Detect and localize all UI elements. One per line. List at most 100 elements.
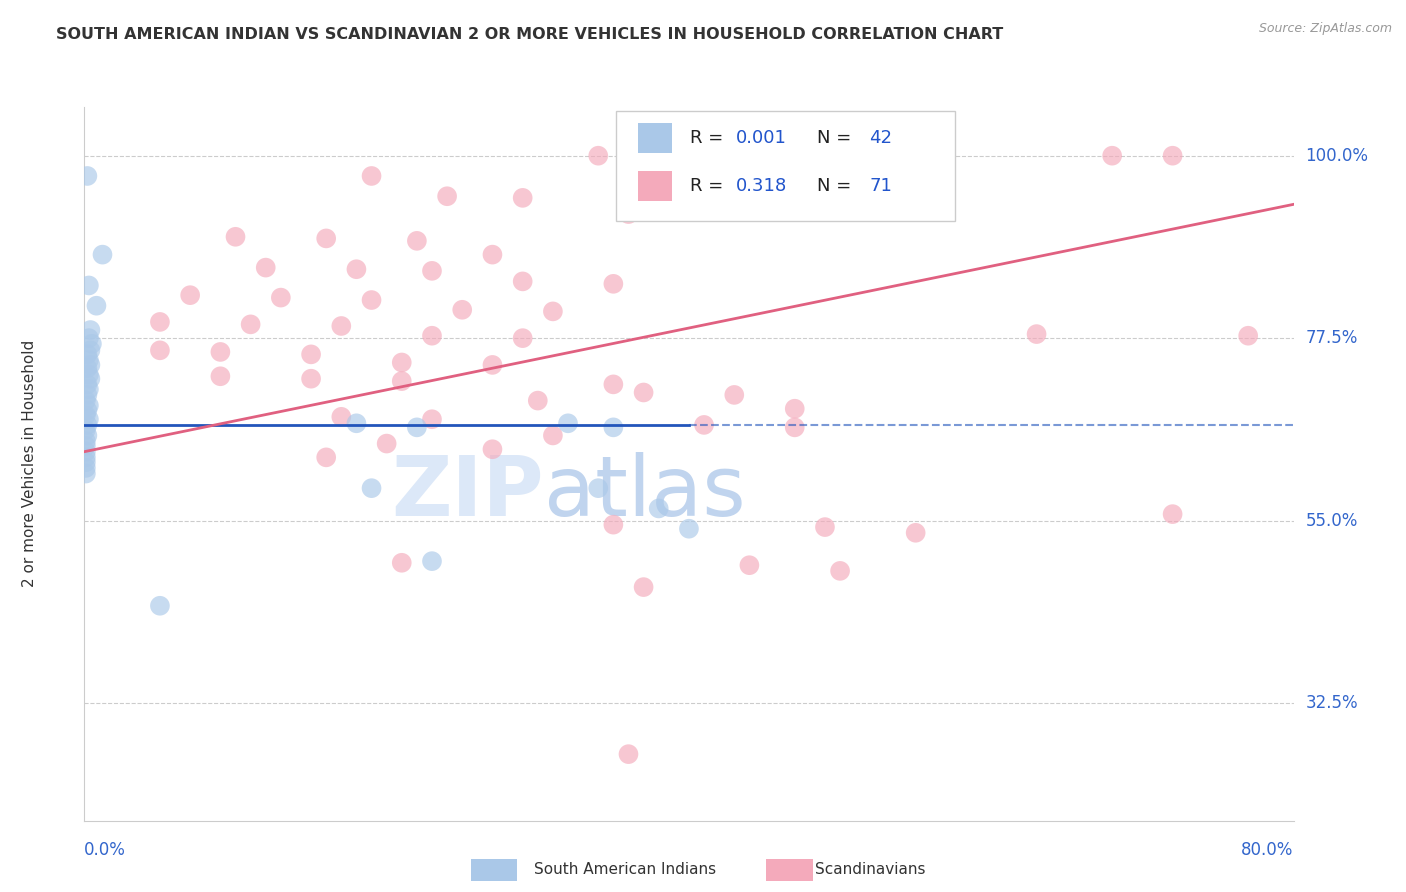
- Text: ZIP: ZIP: [391, 452, 544, 533]
- Point: [406, 234, 429, 248]
- Point: [77, 382, 100, 396]
- Point: [481, 247, 503, 261]
- Point: [814, 520, 837, 534]
- Point: [420, 412, 443, 426]
- Point: [76, 403, 98, 417]
- Point: [80, 336, 103, 351]
- Point: [209, 369, 232, 384]
- Text: 0.0%: 0.0%: [84, 841, 127, 859]
- Point: [602, 377, 624, 392]
- Text: N =: N =: [817, 128, 858, 146]
- Point: [360, 293, 382, 307]
- Point: [79, 343, 101, 358]
- Point: [75, 444, 97, 458]
- Point: [76, 361, 98, 376]
- Point: [875, 149, 897, 163]
- Point: [633, 385, 655, 400]
- Point: [633, 580, 655, 594]
- Text: 77.5%: 77.5%: [1306, 329, 1358, 347]
- Point: [617, 747, 640, 761]
- Text: 80.0%: 80.0%: [1241, 841, 1294, 859]
- Point: [783, 401, 806, 416]
- Point: [1161, 149, 1184, 163]
- Point: [76, 377, 98, 392]
- Point: [678, 522, 700, 536]
- Text: N =: N =: [817, 177, 858, 194]
- Point: [77, 331, 100, 345]
- Point: [75, 467, 97, 481]
- Text: 0.318: 0.318: [737, 177, 787, 194]
- Text: SOUTH AMERICAN INDIAN VS SCANDINAVIAN 2 OR MORE VEHICLES IN HOUSEHOLD CORRELATIO: SOUTH AMERICAN INDIAN VS SCANDINAVIAN 2 …: [56, 27, 1004, 42]
- Text: 2 or more Vehicles in Household: 2 or more Vehicles in Household: [22, 340, 38, 588]
- Text: 32.5%: 32.5%: [1306, 694, 1358, 712]
- Point: [79, 358, 101, 372]
- FancyBboxPatch shape: [638, 123, 672, 153]
- Text: Scandinavians: Scandinavians: [815, 863, 927, 877]
- Point: [512, 191, 534, 205]
- Point: [76, 428, 98, 442]
- Point: [149, 343, 172, 358]
- Text: 71: 71: [869, 177, 891, 194]
- Point: [1237, 328, 1260, 343]
- Point: [783, 420, 806, 434]
- Point: [588, 149, 610, 163]
- Point: [91, 247, 114, 261]
- Point: [239, 318, 262, 332]
- Point: [77, 412, 100, 426]
- FancyBboxPatch shape: [616, 111, 955, 221]
- Point: [436, 189, 458, 203]
- Point: [602, 277, 624, 291]
- Point: [481, 442, 503, 457]
- Point: [315, 450, 337, 465]
- Point: [346, 417, 368, 431]
- Point: [149, 315, 172, 329]
- Point: [75, 408, 97, 422]
- Point: [75, 434, 97, 449]
- Point: [75, 450, 97, 465]
- Point: [315, 231, 337, 245]
- Point: [738, 558, 761, 573]
- Point: [391, 556, 413, 570]
- Point: [330, 318, 353, 333]
- Text: 0.001: 0.001: [737, 128, 787, 146]
- Point: [79, 372, 101, 386]
- Point: [647, 501, 671, 516]
- Point: [1161, 507, 1184, 521]
- Point: [225, 229, 247, 244]
- Point: [75, 455, 97, 469]
- Text: 100.0%: 100.0%: [1306, 146, 1368, 165]
- Point: [830, 564, 852, 578]
- Point: [617, 207, 640, 221]
- Text: atlas: atlas: [544, 452, 745, 533]
- Point: [346, 262, 368, 277]
- Point: [77, 278, 100, 293]
- Point: [75, 461, 97, 475]
- Text: 55.0%: 55.0%: [1306, 512, 1358, 530]
- Point: [512, 331, 534, 345]
- Point: [1101, 149, 1123, 163]
- Point: [299, 372, 322, 386]
- Point: [209, 345, 232, 359]
- Point: [406, 420, 429, 434]
- Point: [420, 264, 443, 278]
- Point: [76, 417, 98, 432]
- Point: [375, 436, 398, 450]
- Point: [481, 358, 503, 372]
- Point: [75, 439, 97, 453]
- Point: [79, 323, 101, 337]
- Point: [299, 347, 322, 361]
- Point: [391, 374, 413, 388]
- Point: [602, 517, 624, 532]
- Point: [420, 554, 443, 568]
- Text: 42: 42: [869, 128, 891, 146]
- Point: [723, 388, 745, 402]
- Point: [602, 420, 624, 434]
- Point: [391, 355, 413, 369]
- Point: [420, 328, 443, 343]
- Point: [451, 302, 474, 317]
- Point: [512, 274, 534, 288]
- Text: R =: R =: [690, 128, 730, 146]
- Point: [541, 304, 564, 318]
- Point: [77, 399, 100, 413]
- Point: [693, 417, 716, 432]
